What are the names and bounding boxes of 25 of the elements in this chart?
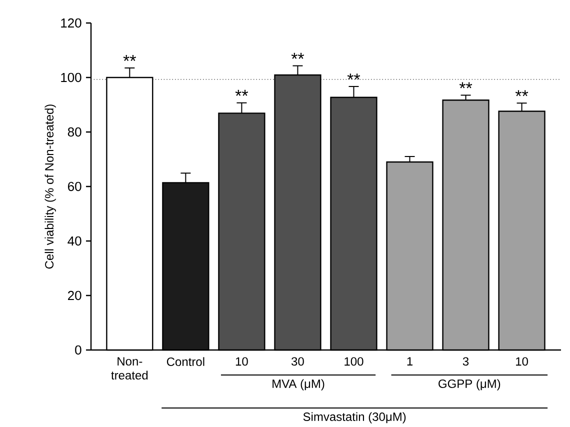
y-tick-label: 0 — [75, 345, 82, 355]
y-tick-label: 60 — [68, 182, 82, 192]
annotation: ** — [123, 55, 136, 62]
y-tick-label: 20 — [68, 290, 82, 300]
y-tick-label: 80 — [68, 127, 82, 137]
x-tick-label: 100 — [344, 357, 364, 366]
x-tick-label: Control — [166, 357, 204, 366]
annotation: ** — [235, 90, 248, 96]
y-tick-label: 120 — [61, 18, 82, 28]
x-tick-label: 1 — [407, 357, 412, 366]
x-tick-label: 10 — [236, 357, 248, 366]
x-tick-label: 3 — [462, 357, 469, 366]
y-tick-label: 100 — [61, 72, 82, 82]
text: Simvastatin (30μM) — [303, 412, 406, 424]
annotation: ** — [459, 82, 472, 88]
x-tick-label: Non-treated — [111, 357, 148, 380]
x-tick-label: 10 — [516, 357, 528, 366]
annotation: ** — [291, 52, 304, 59]
x-tick-label: 30 — [291, 357, 304, 366]
annotation: ** — [515, 90, 528, 96]
annotation: ** — [347, 74, 360, 80]
y-axis-title: Cell viability (% of Non-treated) — [44, 104, 56, 269]
text: MVA (μM) — [272, 379, 324, 390]
text: GGPP (μM) — [438, 379, 500, 390]
y-tick-label: 40 — [68, 236, 82, 246]
